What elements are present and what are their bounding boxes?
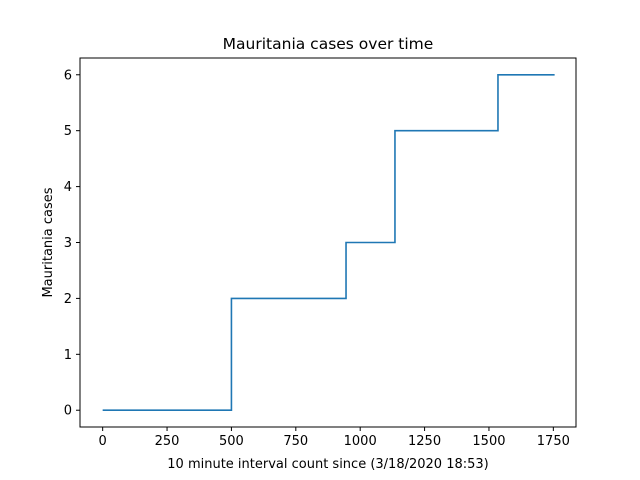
x-tick-label: 0 [99,434,107,449]
x-tick-label: 1000 [344,434,377,449]
x-tick-label: 500 [219,434,244,449]
y-tick-label: 3 [64,236,72,251]
x-axis-label: 10 minute interval count since (3/18/202… [167,457,488,472]
x-tick-label: 750 [283,434,308,449]
chart-title: Mauritania cases over time [223,35,434,53]
ticks-layer: 0 250 500 750 1000 1250 1500 1750 0 1 2 3 4 5 6 [64,68,570,449]
x-tick-label: 1250 [408,434,441,449]
x-tick-label: 250 [155,434,180,449]
y-tick-label: 5 [64,124,72,139]
y-tick-label: 0 [64,404,72,419]
x-tick-label: 1500 [472,434,505,449]
y-tick-label: 2 [64,292,72,307]
series-line [102,73,555,412]
y-axis-label: Mauritania cases [41,187,56,297]
x-tick-label: 1750 [537,434,570,449]
plot-layer [102,73,555,412]
y-tick-label: 4 [64,180,72,195]
y-tick-label: 6 [64,68,72,83]
axes-frame [79,57,577,428]
y-tick-label: 1 [64,348,72,363]
